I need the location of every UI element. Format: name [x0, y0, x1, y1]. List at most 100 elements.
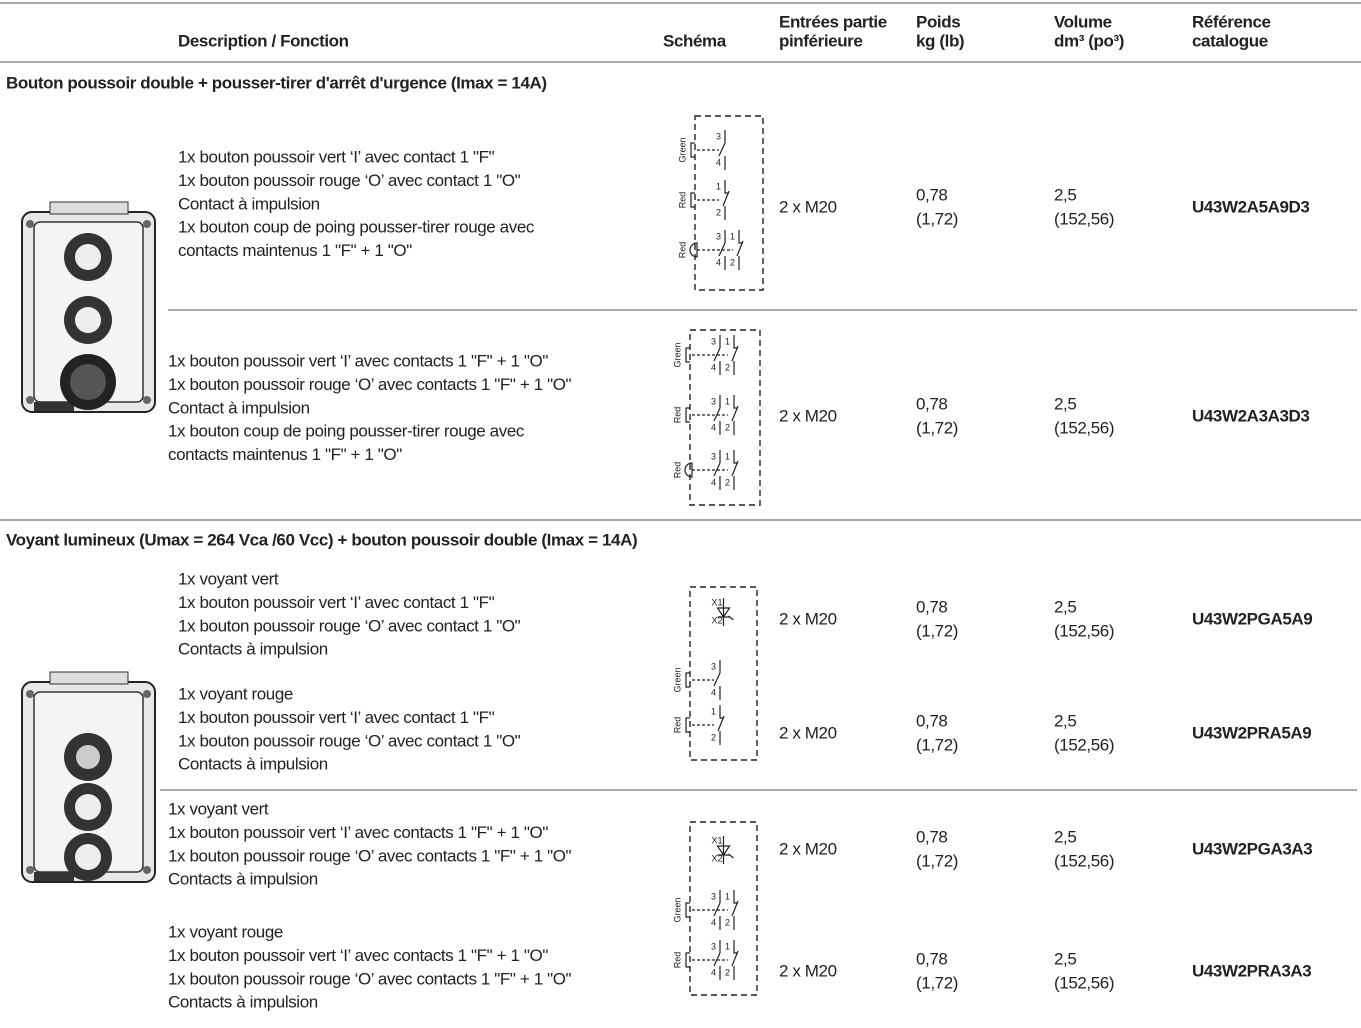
description-line: 1x voyant vert: [178, 569, 279, 588]
volume: 2,5: [1054, 597, 1076, 616]
description-line: 1x bouton poussoir vert ‘I’ avec contact…: [168, 823, 548, 842]
volume: (152,56): [1054, 621, 1114, 640]
weight: (1,72): [916, 851, 958, 870]
terminal-label: 4: [711, 362, 716, 372]
weight: (1,72): [916, 418, 958, 437]
description-line: Contact à impulsion: [168, 398, 310, 417]
button-color-label: Red: [672, 407, 682, 424]
description-line: 1x bouton coup de poing pousser-tirer ro…: [168, 422, 525, 441]
column-header: dm³ (po³): [1054, 31, 1124, 50]
entries: 2 x M20: [779, 839, 837, 858]
terminal-label: X2: [712, 853, 723, 863]
description-line: Contacts à impulsion: [178, 755, 328, 774]
reference: U43W2PRA5A9: [1192, 723, 1311, 742]
terminal-label: 1: [725, 941, 730, 951]
volume: 2,5: [1054, 827, 1076, 846]
description-line: 1x voyant rouge: [178, 684, 293, 703]
entries: 2 x M20: [779, 961, 837, 980]
description-line: 1x bouton poussoir vert ‘I’ avec contact…: [178, 708, 495, 727]
schema-box: [689, 821, 758, 996]
description-line: 1x bouton poussoir rouge ‘O’ avec contac…: [168, 375, 572, 394]
column-header: pinférieure: [779, 31, 862, 50]
volume: 2,5: [1054, 394, 1076, 413]
terminal-label: 2: [725, 917, 730, 927]
weight: 0,78: [916, 949, 948, 968]
description-line: Contacts à impulsion: [168, 870, 318, 889]
terminal-label: 3: [711, 941, 716, 951]
contact-symbol: [713, 395, 721, 435]
terminal-label: 3: [711, 336, 716, 346]
terminal-label: 1: [730, 231, 735, 241]
terminal-label: 4: [711, 477, 716, 487]
reference: U43W2A5A9D3: [1192, 197, 1309, 216]
description-line: 1x bouton poussoir rouge ‘O’ avec contac…: [178, 731, 521, 750]
button-head: [685, 952, 690, 968]
button-color-label: Green: [672, 342, 682, 367]
reference: U43W2PGA5A9: [1192, 609, 1312, 628]
contact-symbol: [718, 230, 726, 270]
description-line: 1x bouton poussoir vert ‘I’ avec contact…: [178, 147, 495, 166]
contact-symbol: [718, 130, 726, 170]
button-color-label: Red: [677, 242, 687, 259]
mushroom-head: [684, 462, 693, 478]
schema-box: [689, 329, 761, 506]
button-head: [685, 347, 690, 363]
terminal-label: 1: [716, 181, 721, 191]
contact-symbol: [713, 450, 721, 490]
terminal-label: 3: [711, 451, 716, 461]
enclosure-image: [21, 671, 156, 883]
volume: (152,56): [1054, 209, 1114, 228]
reference: U43W2PRA3A3: [1192, 961, 1311, 980]
button-color-label: Green: [672, 667, 682, 692]
section-title: Voyant lumineux (Umax = 264 Vca /60 Vcc)…: [6, 530, 637, 549]
terminal-label: 2: [725, 477, 730, 487]
terminal-label: 2: [730, 257, 735, 267]
description-line: 1x bouton poussoir rouge ‘O’ avec contac…: [178, 616, 521, 635]
volume: (152,56): [1054, 973, 1114, 992]
terminal-label: 4: [711, 917, 716, 927]
terminal-label: 4: [716, 257, 721, 267]
description-line: 1x bouton coup de poing pousser-tirer ro…: [178, 218, 535, 237]
reference: U43W2PGA3A3: [1192, 839, 1312, 858]
section-title: Bouton poussoir double + pousser-tirer d…: [6, 73, 547, 92]
contact-symbol: [722, 180, 730, 220]
contact-symbol: [713, 335, 721, 375]
button-color-label: Red: [672, 462, 682, 479]
terminal-label: X1: [712, 835, 723, 845]
button-head: [685, 902, 690, 918]
volume: 2,5: [1054, 185, 1076, 204]
entries: 2 x M20: [779, 406, 837, 425]
button-color-label: Red: [672, 717, 682, 734]
terminal-label: 1: [725, 891, 730, 901]
terminal-label: 3: [711, 661, 716, 671]
column-header: Description / Fonction: [178, 31, 349, 50]
description-line: 1x bouton poussoir vert ‘I’ avec contact…: [168, 946, 548, 965]
terminal-label: 1: [725, 451, 730, 461]
contact-symbol: [731, 395, 739, 435]
column-header: Poids: [916, 12, 960, 31]
weight: (1,72): [916, 209, 958, 228]
volume: (152,56): [1054, 418, 1114, 437]
button-head: [685, 672, 690, 688]
volume: (152,56): [1054, 851, 1114, 870]
contact-symbol: [731, 940, 739, 980]
weight: (1,72): [916, 621, 958, 640]
terminal-label: 2: [716, 207, 721, 217]
description-line: Contact à impulsion: [178, 194, 320, 213]
weight: (1,72): [916, 973, 958, 992]
column-header: kg (lb): [916, 31, 964, 50]
terminal-label: 2: [725, 422, 730, 432]
description-line: 1x bouton poussoir rouge ‘O’ avec contac…: [168, 969, 572, 988]
weight: 0,78: [916, 597, 948, 616]
terminal-label: 3: [716, 131, 721, 141]
weight: 0,78: [916, 185, 948, 204]
column-header: Schéma: [663, 31, 727, 50]
terminal-label: 4: [711, 422, 716, 432]
terminal-label: X2: [712, 615, 723, 625]
terminal-label: 2: [711, 732, 716, 742]
button-color-label: Green: [672, 897, 682, 922]
terminal-label: 1: [725, 396, 730, 406]
lamp-symbol: [716, 836, 734, 864]
column-header: Volume: [1054, 12, 1112, 31]
